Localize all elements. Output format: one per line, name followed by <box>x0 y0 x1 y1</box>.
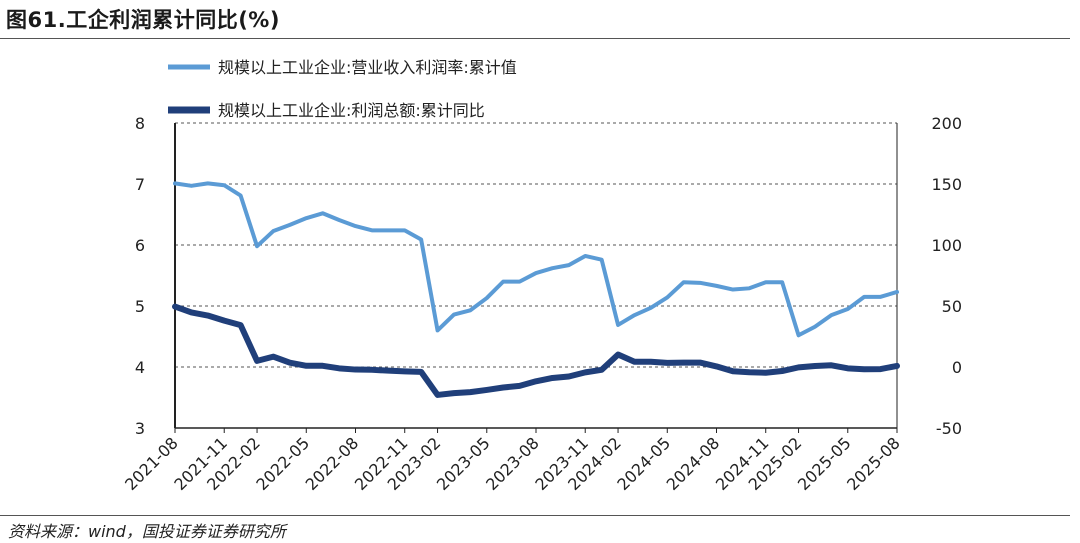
x-axis-tick-label: 2025-05 <box>794 433 855 494</box>
axes-layer: 345678-500501001502002021-082021-112022-… <box>121 114 962 494</box>
left-axis-tick-label: 5 <box>135 297 145 316</box>
right-axis-tick-label: 50 <box>942 297 962 316</box>
right-axis-tick-label: 200 <box>931 114 962 133</box>
x-axis-tick-label: 2025-08 <box>843 433 904 494</box>
figure-title: 图61.工企利润累计同比(%) <box>6 8 280 32</box>
chart-canvas: 345678-500501001502002021-082021-112022-… <box>121 58 962 494</box>
left-axis-tick-label: 3 <box>135 419 145 438</box>
x-axis-tick-label: 2023-08 <box>482 433 543 494</box>
x-axis-tick-label: 2021-08 <box>121 433 182 494</box>
x-axis-tick-label: 2023-05 <box>433 433 494 494</box>
left-axis-tick-label: 7 <box>135 175 145 194</box>
left-axis-tick-label: 4 <box>135 358 145 377</box>
legend-label-profit-yoy: 规模以上工业企业:利润总额:累计同比 <box>218 101 485 120</box>
x-axis-tick-label: 2024-05 <box>613 433 674 494</box>
series-line-operating-margin <box>173 181 899 338</box>
title-divider <box>0 38 1070 39</box>
series-layer <box>172 181 900 398</box>
footer-divider <box>0 515 1070 516</box>
x-axis-tick-label: 2024-08 <box>663 433 724 494</box>
right-axis-tick-label: 100 <box>931 236 962 255</box>
x-axis-tick-label: 2022-05 <box>252 433 313 494</box>
series-line-profit-yoy <box>172 303 900 398</box>
right-axis-tick-label: 150 <box>931 175 962 194</box>
legend-label-operating-margin: 规模以上工业企业:营业收入利润率:累计值 <box>218 58 517 77</box>
left-axis-tick-label: 6 <box>135 236 145 255</box>
right-axis-tick-label: -50 <box>936 419 962 438</box>
source-note: 资料来源：wind，国投证券证券研究所 <box>8 522 286 541</box>
x-axis-tick-label: 2022-08 <box>302 433 363 494</box>
left-axis-tick-label: 8 <box>135 114 145 133</box>
right-axis-tick-label: 0 <box>952 358 962 377</box>
grid-layer <box>175 122 897 368</box>
legend: 规模以上工业企业:营业收入利润率:累计值 规模以上工业企业:利润总额:累计同比 <box>168 58 517 120</box>
